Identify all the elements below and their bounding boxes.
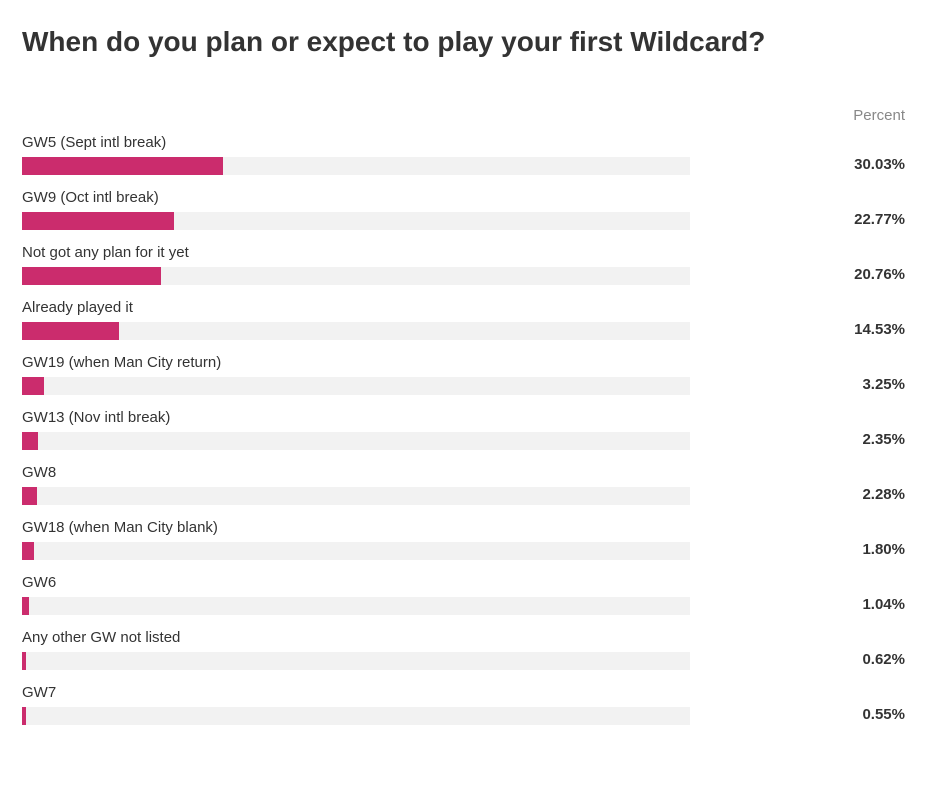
bar-fill (22, 157, 223, 175)
bar-label: GW7 (22, 684, 690, 701)
bar-value: 22.77% (690, 211, 913, 230)
poll-chart: When do you plan or expect to play your … (0, 0, 935, 779)
bar-track (22, 652, 690, 670)
bar-fill (22, 377, 44, 395)
bar-fill (22, 597, 29, 615)
bar-track (22, 707, 690, 725)
bar-row-left: GW9 (Oct intl break) (22, 189, 690, 230)
percent-header: Percent (853, 107, 913, 124)
bar-row: GW13 (Nov intl break)2.35% (22, 409, 913, 450)
bar-row: GW18 (when Man City blank)1.80% (22, 519, 913, 560)
bar-fill (22, 212, 174, 230)
bar-row-left: GW6 (22, 574, 690, 615)
bar-row: GW70.55% (22, 684, 913, 725)
header-row: Percent (22, 107, 913, 124)
bar-label: Not got any plan for it yet (22, 244, 690, 261)
bar-label: GW5 (Sept intl break) (22, 134, 690, 151)
bar-track (22, 487, 690, 505)
bar-rows-container: GW5 (Sept intl break)30.03%GW9 (Oct intl… (22, 134, 913, 725)
bar-row: GW9 (Oct intl break)22.77% (22, 189, 913, 230)
bar-row: GW19 (when Man City return)3.25% (22, 354, 913, 395)
bar-value: 2.35% (690, 431, 913, 450)
bar-value: 2.28% (690, 486, 913, 505)
bar-row-left: GW5 (Sept intl break) (22, 134, 690, 175)
bar-row-left: Any other GW not listed (22, 629, 690, 670)
bar-label: GW8 (22, 464, 690, 481)
bar-label: GW9 (Oct intl break) (22, 189, 690, 206)
bar-row: GW82.28% (22, 464, 913, 505)
bar-label: Already played it (22, 299, 690, 316)
bar-value: 20.76% (690, 266, 913, 285)
bar-fill (22, 322, 119, 340)
bar-row: GW5 (Sept intl break)30.03% (22, 134, 913, 175)
bar-fill (22, 432, 38, 450)
bar-row-left: GW19 (when Man City return) (22, 354, 690, 395)
bar-track (22, 377, 690, 395)
bar-fill (22, 707, 26, 725)
bar-value: 3.25% (690, 376, 913, 395)
bar-row-left: GW18 (when Man City blank) (22, 519, 690, 560)
bar-track (22, 322, 690, 340)
bar-value: 0.55% (690, 706, 913, 725)
bar-fill (22, 487, 37, 505)
bar-track (22, 267, 690, 285)
bar-row-left: GW7 (22, 684, 690, 725)
bar-track (22, 542, 690, 560)
bar-row-left: Already played it (22, 299, 690, 340)
bar-label: GW6 (22, 574, 690, 591)
chart-title: When do you plan or expect to play your … (22, 24, 913, 59)
bar-track (22, 597, 690, 615)
bar-label: GW19 (when Man City return) (22, 354, 690, 371)
bar-value: 1.04% (690, 596, 913, 615)
bar-label: GW18 (when Man City blank) (22, 519, 690, 536)
bar-row-left: GW8 (22, 464, 690, 505)
bar-fill (22, 267, 161, 285)
bar-row: Any other GW not listed0.62% (22, 629, 913, 670)
bar-label: Any other GW not listed (22, 629, 690, 646)
bar-row: Already played it14.53% (22, 299, 913, 340)
bar-row-left: Not got any plan for it yet (22, 244, 690, 285)
bar-value: 1.80% (690, 541, 913, 560)
bar-row-left: GW13 (Nov intl break) (22, 409, 690, 450)
bar-track (22, 157, 690, 175)
bar-track (22, 432, 690, 450)
bar-value: 0.62% (690, 651, 913, 670)
bar-fill (22, 652, 26, 670)
bar-row: Not got any plan for it yet20.76% (22, 244, 913, 285)
bar-row: GW61.04% (22, 574, 913, 615)
bar-fill (22, 542, 34, 560)
bar-value: 30.03% (690, 156, 913, 175)
bar-label: GW13 (Nov intl break) (22, 409, 690, 426)
bar-value: 14.53% (690, 321, 913, 340)
bar-track (22, 212, 690, 230)
